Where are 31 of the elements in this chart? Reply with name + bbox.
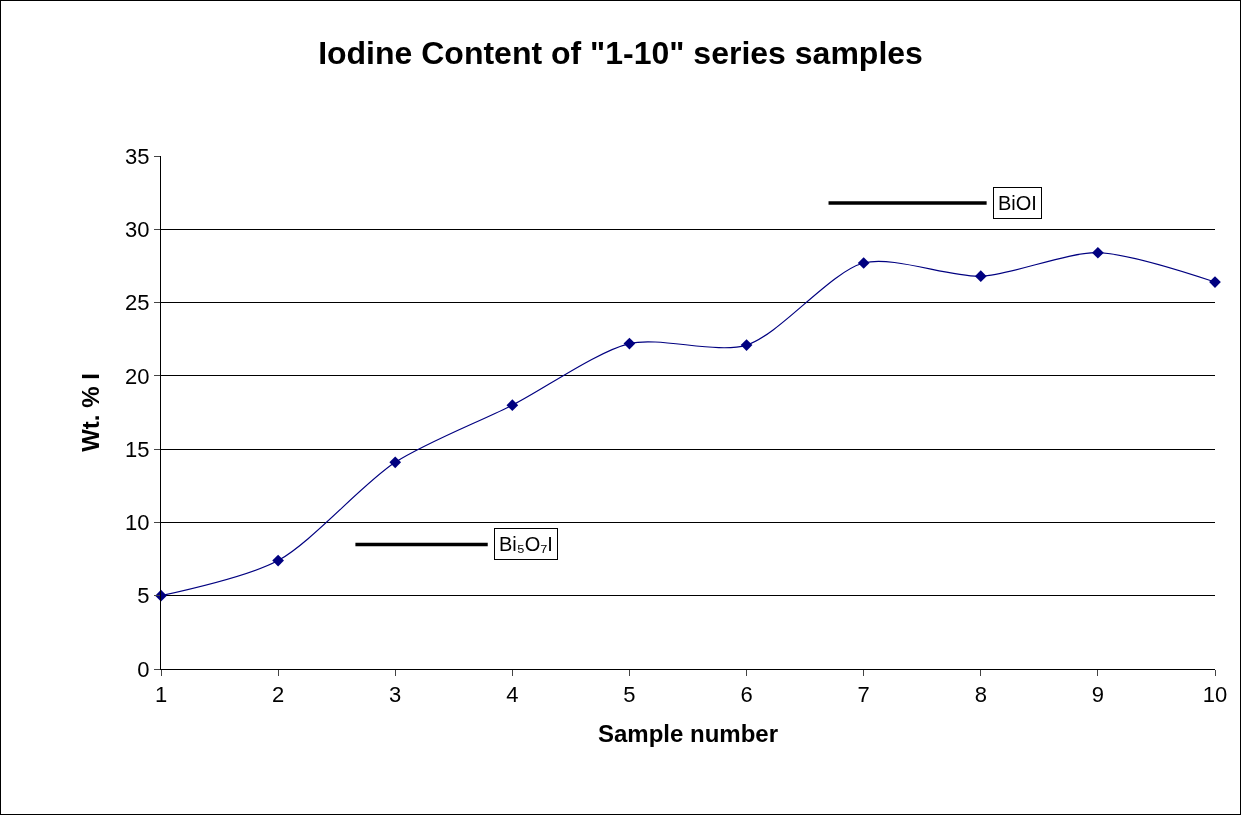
y-tick-label: 0 xyxy=(137,656,150,682)
x-tick-label: 3 xyxy=(389,682,402,708)
series-label: Bi₅O₇I xyxy=(499,533,553,555)
x-axis-title: Sample number xyxy=(597,719,779,747)
x-tick-label: 1 xyxy=(154,682,168,708)
x-tick-label: 10 xyxy=(1202,682,1228,708)
y-axis-title: Wt. % I xyxy=(77,373,105,452)
x-tick-label: 9 xyxy=(1091,682,1105,708)
y-tick-label: 15 xyxy=(125,436,150,462)
chart-title: Iodine Content of "1-10" series samples xyxy=(318,35,923,72)
series-label: BiOI xyxy=(998,192,1037,214)
point xyxy=(1092,246,1104,259)
x-tick-label: 5 xyxy=(623,682,636,708)
x-tick-label: 4 xyxy=(506,682,519,708)
y-tick-label: 35 xyxy=(125,143,150,169)
x-tick-label: 2 xyxy=(271,682,285,708)
y-tick-label: 10 xyxy=(125,510,150,536)
x-tick-label: 7 xyxy=(857,682,870,708)
point xyxy=(857,257,870,269)
point xyxy=(623,337,636,350)
point xyxy=(506,399,519,412)
y-tick-label: 5 xyxy=(137,583,150,609)
point xyxy=(974,270,987,283)
y-tick-label: 20 xyxy=(125,363,150,389)
x-tick-label: 8 xyxy=(974,682,987,708)
y-tick-label: 25 xyxy=(125,290,150,316)
point xyxy=(272,554,284,567)
point xyxy=(389,456,402,469)
x-tick-label: 6 xyxy=(740,682,753,708)
point xyxy=(740,339,753,351)
y-tick-label: 30 xyxy=(125,216,150,242)
